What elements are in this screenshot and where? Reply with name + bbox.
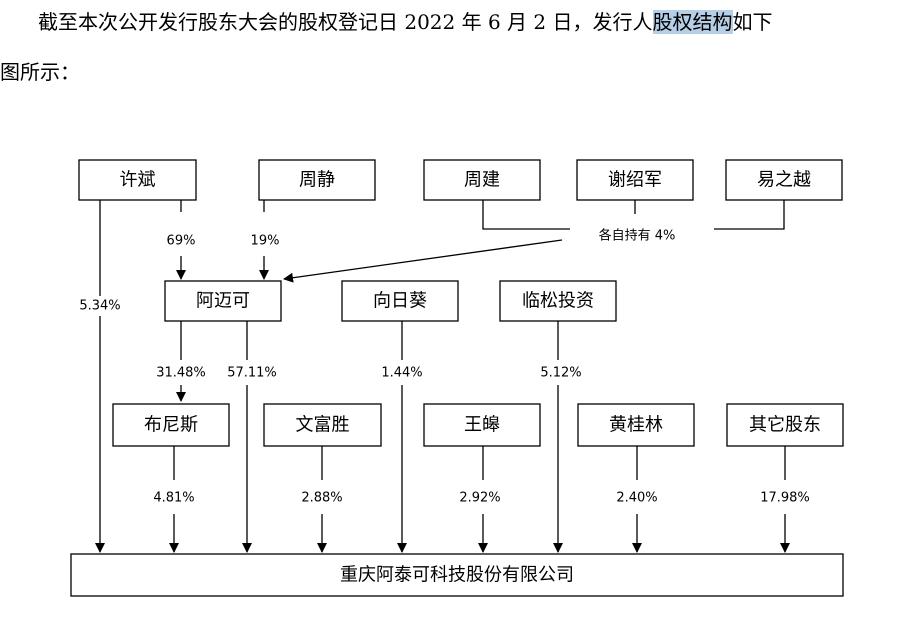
- intro-text: 截至本次公开发行股东大会的股权登记日 2022 年 6 月 2 日，发行人: [38, 10, 653, 34]
- group-connector-zhoujian: [482, 200, 570, 230]
- node-box-amaike: [164, 280, 282, 322]
- node-label-huangguilin: 黄桂林: [609, 415, 663, 436]
- node-box-huangguilin: [577, 403, 695, 447]
- edge-label-group-each: 各自持有 4%: [599, 228, 676, 244]
- node-box-others: [726, 403, 844, 447]
- edge-label-amaike-bunisi: 31.48%: [156, 366, 206, 381]
- intro-line-2: 图所示：: [0, 60, 80, 84]
- node-label-zhoujian: 周建: [464, 170, 500, 191]
- node-label-bunisi: 布尼斯: [144, 415, 198, 436]
- edge-label-linsong-company: 5.12%: [540, 366, 581, 381]
- node-box-wenfusheng: [263, 403, 382, 447]
- edge-label-others-company: 17.98%: [760, 491, 810, 506]
- edge-label-huangguilin-company: 2.40%: [616, 491, 657, 506]
- node-label-others: 其它股东: [749, 415, 821, 436]
- node-label-company: 重庆阿泰可科技股份有限公司: [340, 565, 574, 586]
- node-label-xubin: 许斌: [120, 170, 156, 191]
- edge-label-wanghao-company: 2.92%: [459, 491, 500, 506]
- edge-group-to-amaike: [283, 239, 563, 283]
- edge-label-xubin-company: 5.34%: [79, 299, 120, 314]
- edge-label-wenfusheng-company: 2.88%: [301, 491, 342, 506]
- intro-text-tail: 如下: [732, 10, 773, 34]
- edge-label-xubin-amaike: 69%: [167, 234, 196, 249]
- node-label-xiangrikui: 向日葵: [373, 291, 427, 312]
- node-box-zhoujing: [258, 159, 376, 201]
- edge-label-amaike-company: 57.11%: [227, 366, 277, 381]
- node-box-yizhiyue: [725, 159, 843, 201]
- highlighted-term[interactable]: 股权结构: [652, 10, 733, 34]
- edge-label-zhoujing-amaike: 19%: [251, 234, 280, 249]
- node-label-linsong: 临松投资: [522, 291, 594, 312]
- node-label-wenfusheng: 文富胜: [296, 415, 350, 436]
- node-box-zhoujian: [423, 159, 541, 201]
- node-box-xiangrikui: [341, 280, 459, 322]
- node-box-xubin: [78, 159, 197, 201]
- edge-label-bg-xubin-company: [68, 296, 132, 316]
- node-label-wanghao: 王皞: [464, 415, 500, 436]
- edge-label-bunisi-company: 4.81%: [153, 491, 194, 506]
- node-box-linsong: [499, 280, 617, 322]
- edge-label-xiangrikui-company: 1.44%: [381, 366, 422, 381]
- node-box-bunisi: [112, 403, 230, 447]
- node-box-xieshaojun: [576, 159, 694, 201]
- node-label-zhoujing: 周静: [299, 170, 335, 191]
- group-connector-yizhiyue: [714, 200, 785, 230]
- node-label-xieshaojun: 谢绍军: [608, 170, 662, 191]
- node-label-yizhiyue: 易之越: [757, 170, 811, 191]
- intro-line-1: 截至本次公开发行股东大会的股权登记日 2022 年 6 月 2 日，发行人股权结…: [38, 10, 773, 34]
- node-label-amaike: 阿迈可: [196, 291, 250, 312]
- node-box-wanghao: [423, 403, 541, 447]
- node-box-company: [70, 553, 844, 597]
